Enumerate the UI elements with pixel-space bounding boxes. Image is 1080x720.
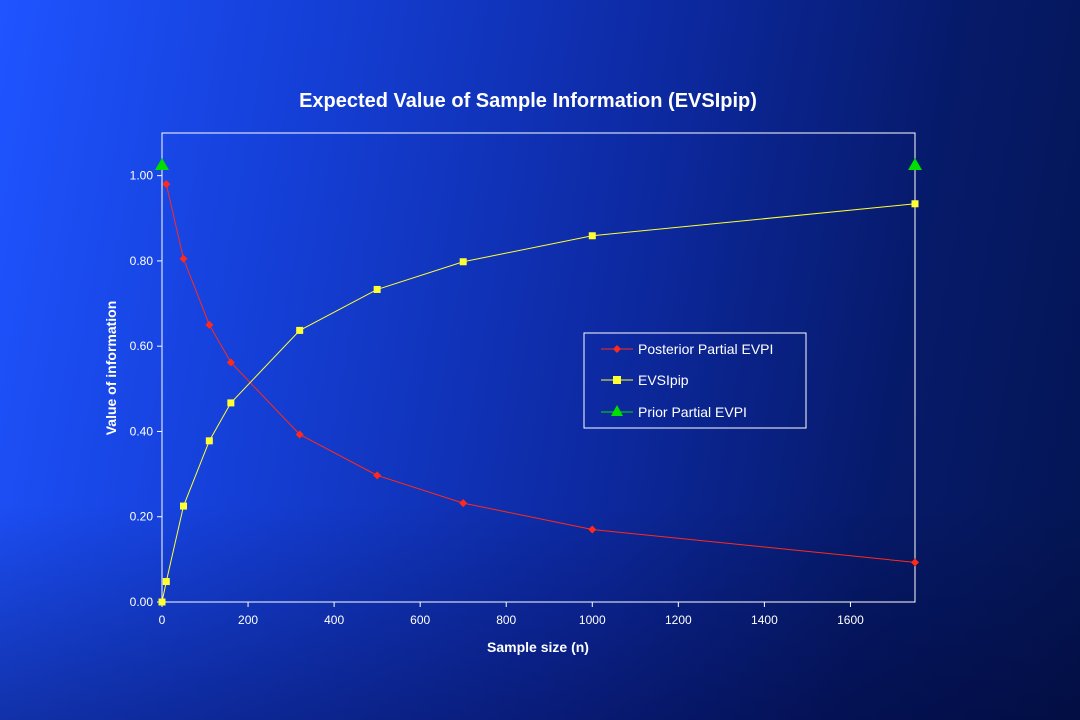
x-axis-label: Sample size (n) [487,639,589,655]
legend-item-prior: Prior Partial EVPI [601,404,747,420]
x-tick-label: 800 [496,613,516,627]
y-axis: 0.00 0.20 0.40 0.60 0.80 1.00 [130,169,162,609]
data-point-square [588,232,596,240]
data-point-diamond [911,558,919,567]
data-point-diamond [295,430,304,439]
x-tick-label: 400 [324,613,344,627]
data-point-triangle [908,157,922,170]
data-point-diamond [588,525,597,534]
data-point-diamond [226,358,235,367]
data-point-diamond [205,320,214,329]
data-point-square [180,502,188,510]
data-point-square [158,598,166,606]
data-point-square [911,200,919,208]
data-point-diamond [459,499,468,508]
x-tick-label: 600 [410,613,430,627]
legend-item-evsi: EVSIpip [601,372,689,388]
x-tick-label: 1200 [665,613,692,627]
y-tick-label: 1.00 [130,169,154,183]
x-tick-label: 1600 [837,613,864,627]
legend-marker-triangle [611,405,623,416]
legend: Posterior Partial EVPI EVSIpip Prior Par… [583,332,807,429]
legend-label-prior: Prior Partial EVPI [638,404,747,420]
plot-area [161,132,916,603]
y-tick-label: 0.60 [130,339,154,353]
series-prior-partial-evpi [155,157,922,170]
data-point-square [296,326,304,334]
legend-item-posterior: Posterior Partial EVPI [601,341,773,357]
y-axis-label: Value of information [103,301,119,436]
legend-marker-diamond [613,345,621,353]
x-tick-label: 1400 [751,613,778,627]
x-tick-label: 1000 [579,613,606,627]
series-evsipip [158,200,919,606]
data-point-square [162,578,170,586]
x-tick-label: 200 [238,613,258,627]
series-layer [155,157,922,606]
data-point-square [373,285,381,293]
legend-label-evsi: EVSIpip [638,372,689,388]
x-tick-label: 0 [159,613,166,627]
legend-box [583,332,807,429]
y-tick-label: 0.20 [130,510,154,524]
data-point-diamond [373,471,382,480]
y-tick-label: 0.00 [130,595,154,609]
series-line-evsipip [161,203,916,603]
data-point-square [205,437,213,445]
data-point-triangle [155,157,169,170]
x-axis: 0 200 400 600 800 1000 1200 1400 1600 [159,602,864,627]
series-posterior-partial-evpi [162,180,919,567]
chart-title: Expected Value of Sample Information (EV… [299,90,757,112]
data-point-diamond [179,254,188,263]
series-line-posterior-partial-evpi [165,184,916,563]
data-point-square [459,258,467,266]
legend-marker-square [613,376,621,384]
y-tick-label: 0.80 [130,254,154,268]
y-tick-label: 0.40 [130,424,154,438]
data-point-square [227,399,235,407]
data-point-diamond [162,180,171,189]
legend-label-posterior: Posterior Partial EVPI [638,341,773,357]
